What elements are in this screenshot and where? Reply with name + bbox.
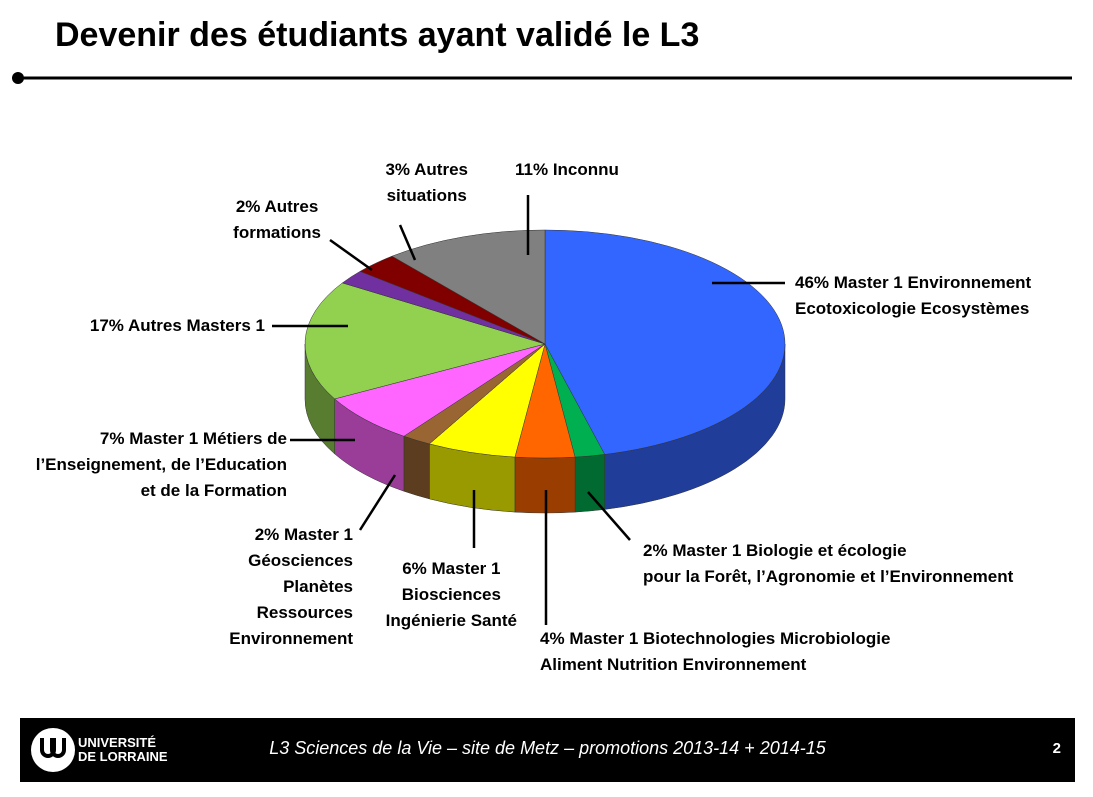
page-number: 2 (1052, 740, 1061, 757)
value-label: 4% (540, 629, 565, 648)
pie-slice (391, 229, 546, 345)
value-label: 2% (254, 525, 280, 544)
footer-caption: L3 Sciences de la Vie – site de Metz – p… (269, 738, 826, 758)
value-label: 46% (795, 273, 830, 292)
slice-label: 17% Autres Masters 1 (90, 313, 265, 339)
rule-dot (12, 72, 24, 84)
slice-label: 4% Master 1 Biotechnologies Microbiologi… (540, 626, 890, 678)
value-label: 17% (89, 316, 124, 335)
slice-label: 3% Autres situations (385, 157, 468, 209)
leader-line (358, 474, 397, 531)
value-label: 7% (99, 429, 125, 448)
logo-text: UNIVERSITÉ DE LORRAINE (78, 736, 168, 764)
slice-label: 7% Master 1 Métiers de l’Enseignement, d… (36, 426, 287, 504)
category-label: Master 1 Biotechnologies Microbiologie A… (540, 629, 891, 674)
leader-line (587, 491, 631, 541)
pie-side (574, 454, 605, 513)
category-label: Master 1 Métiers de l’Enseignement, de l… (35, 429, 287, 500)
pie-slice (544, 229, 786, 455)
category-label: Autres formations (233, 197, 321, 242)
slice-label: 6% Master 1 Biosciences Ingénierie Santé (386, 556, 517, 634)
value-label: 3% (385, 160, 411, 179)
value-label: 2% (235, 197, 261, 216)
category-label: Master 1 Biologie et écologie pour la Fo… (643, 541, 1014, 586)
category-label: Master 1 Géosciences Planètes Ressources… (229, 525, 353, 648)
leader-line (398, 224, 417, 261)
category-label: Autres situations (386, 160, 468, 205)
slice-label: 2% Master 1 Biologie et écologie pour la… (643, 538, 1013, 590)
logo-line: DE LORRAINE (78, 749, 168, 764)
category-label: Autres Masters 1 (127, 316, 265, 335)
logo-mark (31, 728, 75, 772)
leader-line (329, 238, 373, 272)
pie-slice (334, 343, 546, 437)
slide-title: Devenir des étudiants ayant validé le L3 (55, 16, 700, 54)
slice-label: 11% Inconnu (515, 157, 619, 183)
value-label: 2% (643, 541, 668, 560)
footer: UNIVERSITÉ DE LORRAINE L3 Sciences de la … (20, 718, 1075, 782)
logo-line: UNIVERSITÉ (78, 735, 157, 750)
category-label: Master 1 Environnement Ecotoxicologie Ec… (795, 273, 1032, 318)
slice-label: 2% Autres formations (233, 194, 321, 246)
value-label: 11% (515, 160, 549, 179)
slice-label: 2% Master 1 Géosciences Planètes Ressour… (229, 522, 353, 652)
value-label: 6% (402, 559, 427, 578)
pie-side (403, 435, 430, 500)
category-label: Inconnu (552, 160, 619, 179)
slice-label: 46% Master 1 Environnement Ecotoxicologi… (795, 270, 1031, 322)
pie-slice (304, 282, 546, 400)
category-label: Master 1 Biosciences Ingénierie Santé (385, 559, 517, 630)
